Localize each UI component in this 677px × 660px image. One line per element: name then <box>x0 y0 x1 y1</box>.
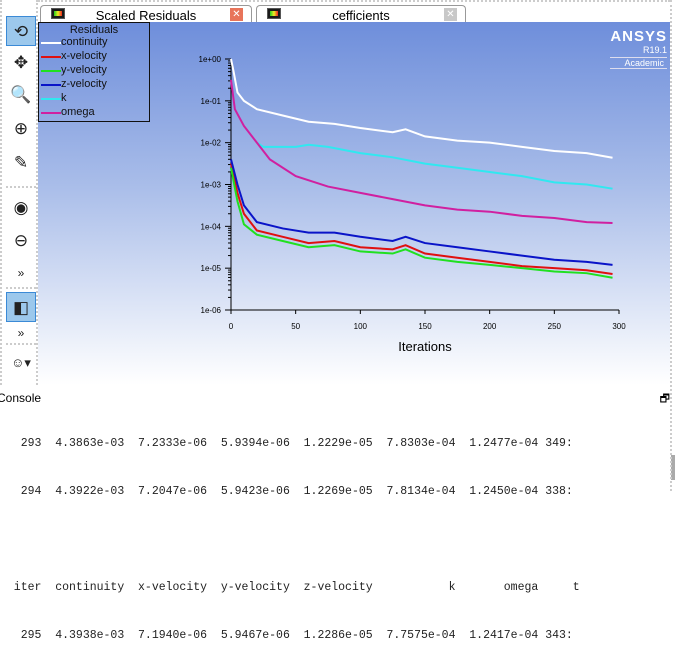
legend-swatch <box>41 98 61 100</box>
legend-swatch <box>41 70 61 72</box>
close-icon[interactable]: ✕ <box>230 8 243 21</box>
residuals-chart: 1e+00 1e-01 1e-02 1e-03 1e-04 1e-05 1e-06 0 50 10… <box>199 55 627 354</box>
x-tick-label: 100 <box>354 322 368 331</box>
rotate-icon[interactable]: ⟲ <box>6 16 36 46</box>
console-line: 295 4.3938e-03 7.1940e-06 5.9467e-06 1.2… <box>0 629 573 642</box>
isometric-view-icon[interactable]: ◧ <box>6 292 36 322</box>
legend-label: continuity <box>61 36 108 48</box>
zoom-out-icon[interactable]: ⊖ <box>13 231 29 250</box>
y-tick-label: 1e-06 <box>201 306 222 315</box>
legend-label: x-velocity <box>61 50 107 62</box>
legend-title: Residuals <box>69 24 119 36</box>
tab-cefficients[interactable]: cefficients ✕ <box>256 5 466 24</box>
legend-swatch <box>41 84 61 86</box>
legend-label: k <box>61 92 67 104</box>
x-tick-label: 300 <box>612 322 626 331</box>
x-tick-label: 50 <box>291 322 300 331</box>
legend-item-continuity: continuity <box>39 36 149 50</box>
x-tick-label: 0 <box>229 322 234 331</box>
x-tick-label: 200 <box>483 322 497 331</box>
graphics-toolbar: ⟲ ✥ 🔍 ⊕ ✎ ◉ ⊖ » ◧ » ☺▾ <box>0 0 38 385</box>
series-line-x-velocity <box>230 163 613 276</box>
legend-item-k: k <box>39 92 149 106</box>
more-chevron-icon[interactable]: » <box>17 326 25 340</box>
console-line: 293 4.3863e-03 7.2333e-06 5.9394e-06 1.2… <box>0 437 573 450</box>
y-tick-label: 1e+00 <box>199 55 222 64</box>
series-line-continuity <box>230 58 613 159</box>
pan-icon[interactable]: ✥ <box>13 53 29 72</box>
x-tick-label: 250 <box>548 322 562 331</box>
zoom-in-out-icon[interactable]: 🔍 <box>10 85 32 104</box>
y-tick-label: 1e-03 <box>201 181 222 190</box>
series-line-z-velocity <box>230 159 613 266</box>
probe-icon[interactable]: ✎ <box>13 153 29 172</box>
zoom-icon[interactable]: ⊕ <box>13 119 29 138</box>
console-output[interactable]: 293 4.3863e-03 7.2333e-06 5.9394e-06 1.2… <box>0 404 670 660</box>
zoom-to-area-icon[interactable]: ◉ <box>13 198 29 217</box>
logo-version: R19.1 <box>642 45 667 55</box>
graphics-window-icon <box>267 8 281 19</box>
legend-swatch <box>41 112 61 114</box>
legend-item-x-velocity: x-velocity <box>39 50 149 64</box>
y-tick-label: 1e-05 <box>201 264 222 273</box>
legend-item-omega: omega <box>39 106 149 120</box>
x-tick-label: 150 <box>418 322 432 331</box>
graphics-tabs: Scaled Residuals ✕ cefficients ✕ <box>38 0 670 24</box>
series-line-k <box>256 141 613 190</box>
legend-item-y-velocity: y-velocity <box>39 64 149 78</box>
logo-edition: Academic <box>610 57 667 69</box>
console-header: Console 🗗 <box>0 390 670 406</box>
console-line: iter continuity x-velocity y-velocity z-… <box>0 581 580 594</box>
series-line-y-velocity <box>230 167 613 279</box>
views-icon[interactable]: ☺▾ <box>11 355 31 370</box>
residuals-plot[interactable] <box>38 22 670 385</box>
legend-item-z-velocity: z-velocity <box>39 78 149 92</box>
close-icon[interactable]: ✕ <box>444 8 457 21</box>
console-scrollbar[interactable] <box>671 455 675 480</box>
logo-brand: ANSYS <box>610 28 667 45</box>
legend-label: omega <box>61 106 95 118</box>
y-tick-label: 1e-01 <box>201 97 222 106</box>
console-line <box>0 532 670 548</box>
y-tick-label: 1e-04 <box>201 222 222 231</box>
legend-swatch <box>41 42 61 44</box>
tab-scaled-residuals[interactable]: Scaled Residuals ✕ <box>40 5 252 24</box>
legend-label: z-velocity <box>61 78 107 90</box>
more-chevron-icon[interactable]: » <box>17 266 25 280</box>
console-line: 294 4.3922e-03 7.2047e-06 5.9423e-06 1.2… <box>0 485 573 498</box>
legend-swatch <box>41 56 61 58</box>
restore-window-icon[interactable]: 🗗 <box>659 393 670 405</box>
chart-legend: Residuals continuity x-velocity y-velocity… <box>38 22 150 122</box>
ansys-logo: ANSYS R19.1 Academic <box>610 28 667 69</box>
y-tick-label: 1e-02 <box>201 139 222 148</box>
graphics-window-icon <box>51 8 65 19</box>
console-title: Console <box>0 391 42 405</box>
x-axis-label: Iterations <box>398 339 452 354</box>
series-line-omega <box>230 79 613 224</box>
legend-label: y-velocity <box>61 64 107 76</box>
